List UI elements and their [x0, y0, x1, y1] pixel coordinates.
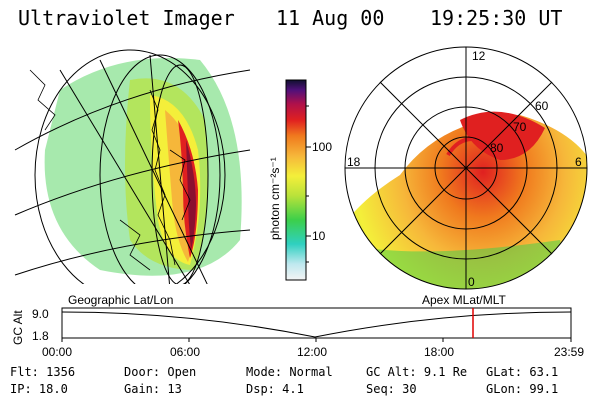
altitude-y-tick-top: 9.0	[32, 307, 49, 321]
info-glat: GLat: 63.1	[486, 365, 559, 379]
colorbar-tick-10: 10	[312, 229, 326, 243]
altitude-axis-label: GC Alt	[11, 310, 25, 345]
geographic-image	[14, 49, 251, 284]
colorbar	[285, 79, 307, 281]
instrument-title: Ultraviolet Imager	[18, 6, 235, 30]
info-glon: GLon: 99.1	[486, 382, 559, 396]
info-dsp: Dsp: 4.1	[246, 382, 304, 396]
colorbar-unit-label: photon cm⁻²s⁻¹	[268, 157, 282, 240]
info-seq: Seq: 30	[366, 382, 417, 396]
mlt-label-18: 18	[347, 155, 361, 169]
info-gain: Gain: 13	[124, 382, 182, 396]
left-projection-label: Geographic Lat/Lon	[68, 293, 173, 307]
observation-time: 19:25:30 UT	[430, 6, 563, 30]
mlt-label-0: 0	[468, 275, 475, 289]
time-tick-1200: 12:00	[297, 345, 327, 359]
mlt-label-6: 6	[575, 155, 582, 169]
observation-date: 11 Aug 00	[276, 6, 385, 30]
altitude-y-tick-bottom: 1.8	[32, 329, 49, 343]
right-projection-label: Apex MLat/MLT	[422, 293, 506, 307]
info-door: Door: Open	[124, 365, 197, 379]
info-gc-alt: GC Alt: 9.1 Re	[366, 365, 468, 379]
info-mode: Mode: Normal	[246, 365, 333, 379]
colorbar-tick-100: 100	[312, 140, 332, 154]
info-flt: Flt: 1356	[10, 365, 76, 379]
info-ip: IP: 18.0	[10, 382, 68, 396]
time-tick-2359: 23:59	[554, 345, 584, 359]
mlat-label-80: 80	[490, 141, 504, 155]
time-tick-0600: 06:00	[170, 345, 200, 359]
time-tick-0000: 00:00	[42, 345, 72, 359]
time-tick-1800: 18:00	[424, 345, 454, 359]
mlat-label-60: 60	[535, 99, 549, 113]
mlat-label-70: 70	[513, 120, 527, 134]
altitude-plot	[61, 307, 572, 342]
mlt-label-12: 12	[472, 49, 486, 63]
